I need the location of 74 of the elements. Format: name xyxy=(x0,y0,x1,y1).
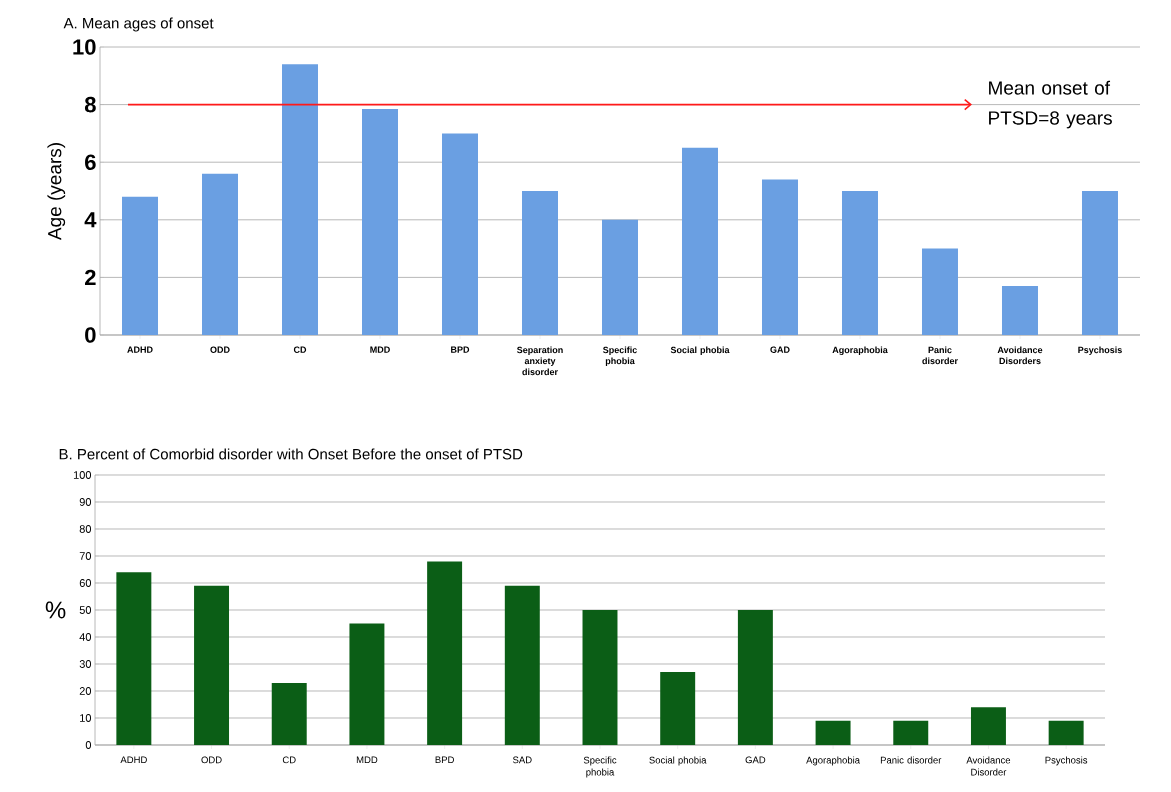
bar xyxy=(602,219,638,335)
x-tick-label: Social phobia xyxy=(670,346,730,355)
bar xyxy=(970,707,1006,745)
bar xyxy=(660,672,696,745)
x-tick-label: Panic disorder xyxy=(922,346,958,365)
bar xyxy=(681,147,718,335)
y-tick-label: 0 xyxy=(85,741,92,749)
bar xyxy=(116,572,152,745)
y-tick-label: 0 xyxy=(85,327,96,343)
bar xyxy=(1001,286,1038,335)
x-tick-label: Avoidance Disorders xyxy=(997,346,1043,365)
ref-line-label: Mean onset of PTSD=8 years xyxy=(989,80,1112,129)
bar xyxy=(202,173,239,335)
bar xyxy=(282,64,318,335)
y-tick-label: 90 xyxy=(79,498,92,506)
y-tick-label: 60 xyxy=(79,579,92,587)
bar xyxy=(1048,720,1084,745)
x-tick-label: CD xyxy=(282,756,296,764)
x-tick-label: Avoidance Disorder xyxy=(966,756,1011,776)
x-tick-label: GAD xyxy=(745,756,766,764)
bar xyxy=(582,609,618,745)
bar xyxy=(815,720,851,745)
x-tick-label: SAD xyxy=(512,756,532,764)
y-tick-label: 20 xyxy=(79,687,92,695)
bar xyxy=(194,585,230,745)
bar xyxy=(761,179,798,335)
bar xyxy=(737,609,773,745)
bar xyxy=(1081,191,1118,335)
x-tick-label: Separation anxiety disorder xyxy=(517,346,563,376)
bar xyxy=(893,720,929,745)
x-tick-label: Psychosis xyxy=(1045,756,1088,766)
x-tick-label: CD xyxy=(293,346,307,353)
y-tick-label: 2 xyxy=(85,269,96,286)
bar xyxy=(271,682,307,745)
y-tick-label: 30 xyxy=(79,660,92,668)
bar xyxy=(349,623,385,745)
y-tick-label: 40 xyxy=(79,633,92,641)
x-tick-label: MDD xyxy=(370,346,390,353)
y-tick-label: 80 xyxy=(79,525,92,533)
x-tick-label: ADHD xyxy=(120,756,147,764)
x-tick-label: Social phobia xyxy=(649,756,707,766)
bar xyxy=(427,561,463,745)
x-tick-label: Agoraphobia xyxy=(806,756,860,766)
bar xyxy=(841,191,878,335)
y-axis-title: % xyxy=(45,601,66,619)
bar xyxy=(504,585,540,745)
x-tick-label: Panic disorder xyxy=(880,756,942,764)
bar xyxy=(122,196,159,335)
chart-title: B. Percent of Comorbid disorder with Onset Before the onset of PTSD xyxy=(59,448,523,460)
x-tick-label: ODD xyxy=(210,346,230,353)
bar xyxy=(522,191,558,335)
y-tick-label: 10 xyxy=(80,714,92,722)
x-tick-label: GAD xyxy=(770,346,790,353)
x-tick-label: Agoraphobia xyxy=(832,346,888,355)
x-tick-label: BPD xyxy=(435,756,454,764)
y-axis-title: Age (years) xyxy=(47,143,66,241)
x-tick-label: Specific phobia xyxy=(603,346,637,366)
y-tick-label: 6 xyxy=(85,154,96,170)
chart-title: A. Mean ages of onset xyxy=(63,17,214,32)
bar xyxy=(921,248,958,335)
y-tick-label: 10 xyxy=(73,39,96,55)
x-tick-label: Psychosis xyxy=(1078,346,1122,355)
x-tick-label: MDD xyxy=(356,756,378,764)
x-tick-label: ODD xyxy=(201,756,222,764)
x-tick-label: Specific phobia xyxy=(583,756,617,778)
bar xyxy=(442,133,478,335)
bar xyxy=(362,108,398,335)
y-tick-label: 100 xyxy=(73,471,92,479)
y-tick-label: 70 xyxy=(79,552,92,560)
y-tick-label: 50 xyxy=(79,606,92,614)
x-tick-label: BPD xyxy=(451,346,470,353)
x-tick-label: ADHD xyxy=(127,346,153,353)
y-tick-label: 4 xyxy=(84,212,97,228)
y-tick-label: 8 xyxy=(84,96,96,113)
